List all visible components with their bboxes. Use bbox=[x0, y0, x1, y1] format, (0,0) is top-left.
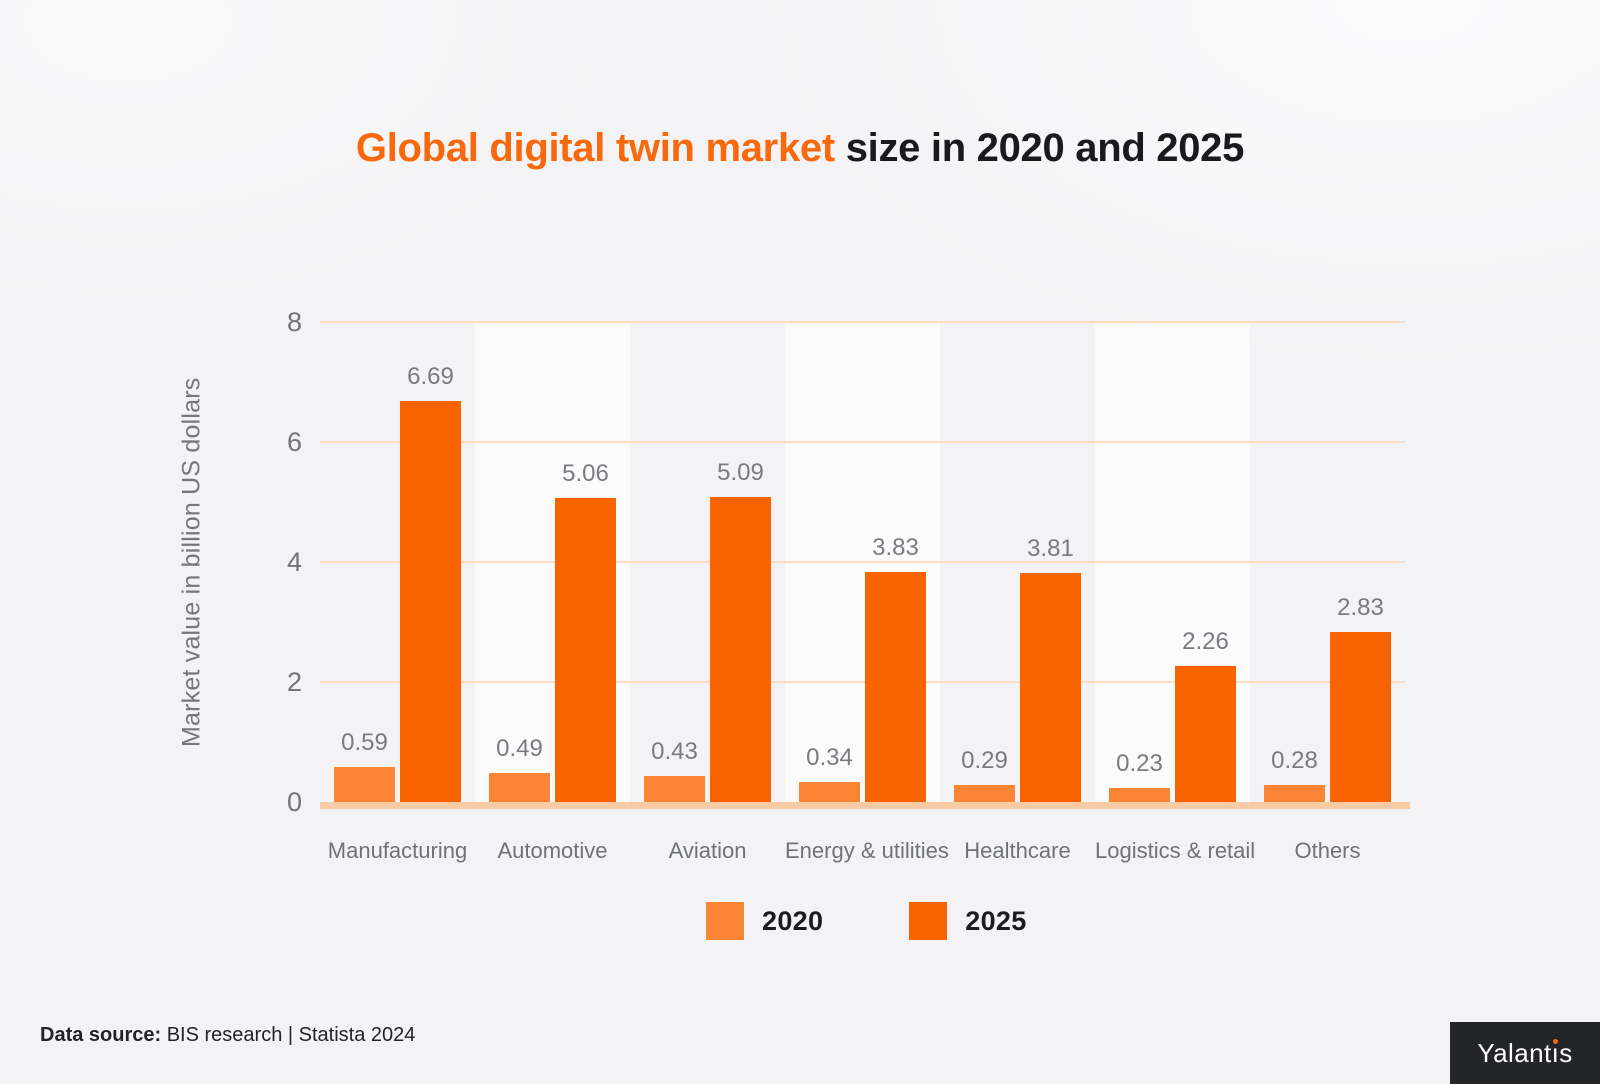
bar-2025-manufacturing bbox=[400, 400, 461, 802]
y-tick-6: 6 bbox=[286, 427, 302, 457]
gridline-y-4 bbox=[320, 561, 1405, 563]
y-axis-title: Market value in billion US dollars bbox=[177, 377, 206, 747]
value-label-2025-others: 2.83 bbox=[1337, 594, 1384, 622]
x-label-energy-utilities: Energy & utilities bbox=[785, 838, 949, 863]
logo-letter-i: ı bbox=[1551, 1037, 1560, 1068]
value-label-2025-energy-utilities: 3.83 bbox=[872, 534, 919, 562]
bar-2025-healthcare bbox=[1020, 573, 1081, 802]
x-label-manufacturing: Manufacturing bbox=[327, 838, 468, 863]
y-tick-8: 8 bbox=[286, 307, 302, 337]
bar-2020-logistics-retail bbox=[1109, 788, 1170, 802]
gridline-y-8 bbox=[320, 321, 1405, 323]
value-label-2020-healthcare: 0.29 bbox=[961, 746, 1008, 774]
chart-title-highlight: Global digital twin market bbox=[355, 126, 835, 170]
logo-text-end: s bbox=[1559, 1037, 1573, 1068]
value-label-2025-logistics-retail: 2.26 bbox=[1182, 628, 1229, 656]
legend-label-2025: 2025 bbox=[965, 905, 1027, 936]
value-label-2020-energy-utilities: 0.34 bbox=[806, 743, 853, 771]
y-tick-4: 4 bbox=[286, 547, 302, 577]
x-axis-labels: Manufacturing Automotive Aviation Energy & … bbox=[320, 838, 1405, 864]
logo-accent-dot bbox=[1553, 1038, 1559, 1044]
x-label-logistics-retail: Logistics & retail bbox=[1095, 838, 1256, 863]
chart-title-rest: size in 2020 and 2025 bbox=[834, 126, 1245, 170]
x-label-aviation: Aviation bbox=[668, 838, 747, 863]
bar-2025-energy-utilities bbox=[865, 572, 926, 802]
bar-2020-manufacturing bbox=[334, 766, 395, 802]
bar-2025-others bbox=[1330, 632, 1391, 802]
value-label-2020-aviation: 0.43 bbox=[651, 738, 698, 766]
value-label-2020-logistics-retail: 0.23 bbox=[1116, 750, 1163, 778]
data-source-text: BIS research | Statista 2024 bbox=[161, 1024, 416, 1046]
data-source-label: Data source: bbox=[40, 1024, 162, 1046]
bar-2020-energy-utilities bbox=[799, 781, 860, 802]
bar-2025-logistics-retail bbox=[1175, 666, 1236, 802]
bar-2025-aviation bbox=[710, 496, 771, 802]
value-label-2025-aviation: 5.09 bbox=[717, 458, 764, 486]
bar-2025-automotive bbox=[555, 498, 616, 802]
chart-title: Global digital twin market size in 2020 … bbox=[0, 126, 1600, 171]
legend-item-2025: 2025 bbox=[909, 902, 1026, 940]
legend-label-2020: 2020 bbox=[762, 905, 824, 936]
logo-text: Yalant bbox=[1477, 1037, 1552, 1068]
value-label-2020-others: 0.28 bbox=[1271, 747, 1318, 775]
legend-item-2020: 2020 bbox=[706, 902, 823, 940]
y-tick-0: 0 bbox=[286, 787, 302, 817]
x-label-others: Others bbox=[1294, 838, 1361, 863]
bar-2020-others bbox=[1264, 785, 1325, 802]
x-axis-baseline bbox=[320, 802, 1410, 809]
plot-area: 0.59 6.69 0.49 5.06 0.43 5.09 0.34 3.83 0.29 3.81… bbox=[320, 321, 1410, 809]
data-source-footer: Data source: BIS research | Statista 202… bbox=[40, 1024, 415, 1047]
legend: 2020 2025 bbox=[706, 902, 1027, 940]
bar-2020-aviation bbox=[644, 776, 705, 802]
x-label-healthcare: Healthcare bbox=[964, 838, 1071, 863]
yalantis-logo: Yalant ı s bbox=[1450, 1022, 1600, 1084]
bar-2020-healthcare bbox=[954, 784, 1015, 802]
value-label-2020-manufacturing: 0.59 bbox=[341, 728, 388, 756]
value-label-2025-manufacturing: 6.69 bbox=[407, 362, 454, 390]
gridline-y-2 bbox=[320, 681, 1405, 683]
legend-swatch-2025 bbox=[909, 902, 948, 940]
bar-2020-automotive bbox=[489, 772, 550, 802]
gridline-y-6 bbox=[320, 441, 1405, 443]
legend-swatch-2020 bbox=[706, 902, 744, 940]
y-tick-2: 2 bbox=[286, 667, 302, 697]
value-label-2025-healthcare: 3.81 bbox=[1027, 535, 1074, 563]
value-label-2020-automotive: 0.49 bbox=[496, 734, 543, 762]
value-label-2025-automotive: 5.06 bbox=[562, 460, 609, 488]
x-label-automotive: Automotive bbox=[497, 838, 608, 863]
